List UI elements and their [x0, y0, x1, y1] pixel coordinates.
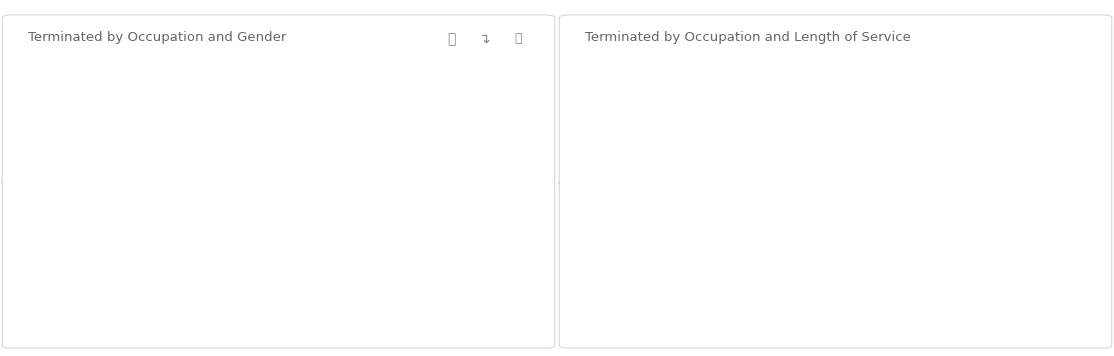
Bar	[354, 139, 489, 227]
Text: Terminated by Occupation and Gender: Terminated by Occupation and Gender	[28, 31, 286, 44]
Text: 3: 3	[1051, 177, 1058, 190]
Title: 2022: 2022	[949, 49, 980, 63]
Text: 1: 1	[657, 177, 665, 190]
Legend: Female, Male: Female, Male	[214, 309, 343, 332]
Title: 2021: 2021	[134, 49, 165, 63]
Text: ⤢: ⤢	[515, 32, 521, 45]
Bar	[844, 139, 978, 227]
Text: ↴: ↴	[479, 32, 490, 46]
X-axis label: Number of Employees: Number of Employees	[637, 320, 774, 330]
X-axis label: Number of Employees: Number of Employees	[340, 320, 477, 330]
Text: ⓘ: ⓘ	[447, 32, 456, 46]
Bar	[978, 139, 1046, 227]
X-axis label: Number of Employees: Number of Employees	[80, 320, 217, 330]
Text: 1: 1	[100, 177, 108, 190]
Text: Terminated by Occupation and Length of Service: Terminated by Occupation and Length of S…	[585, 31, 911, 44]
Bar	[287, 139, 354, 227]
Bar	[28, 139, 95, 227]
X-axis label: Number of Employees: Number of Employees	[897, 320, 1034, 330]
Legend: 1-2 yr, 3-5 yr, 6-9 yr: 1-2 yr, 3-5 yr, 6-9 yr	[739, 309, 932, 332]
Title: 2022: 2022	[392, 49, 423, 63]
Title: 2021: 2021	[691, 49, 722, 63]
Y-axis label: Occupation: Occupation	[539, 144, 551, 223]
Text: 3: 3	[494, 177, 501, 190]
Bar	[585, 139, 652, 227]
